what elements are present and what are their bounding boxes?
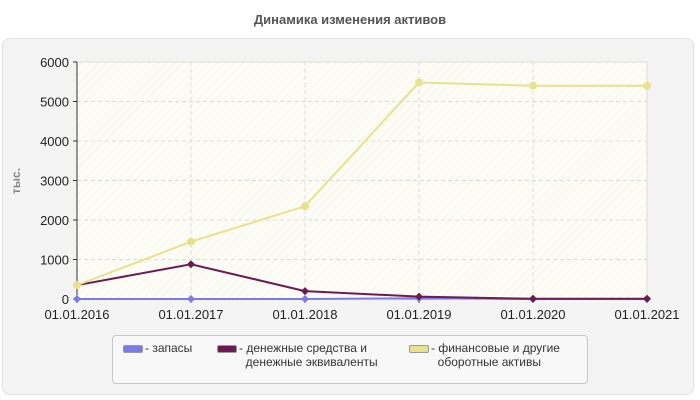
y-tick-label: 4000 [40,134,69,149]
legend-swatch [409,345,429,353]
data-point [301,202,309,211]
data-point [415,292,423,301]
x-tick-label: 01.01.2018 [272,307,337,322]
y-tick-label: 6000 [40,55,69,70]
series-line-1 [76,263,647,300]
data-point [187,237,195,246]
y-axis-label: тыс. [9,168,23,194]
legend-label-line1: - денежные средства и [239,341,367,355]
legend-swatch [123,345,143,353]
legend-label-line2: денежные эквиваленты [245,355,378,369]
y-tick-label: 2000 [40,213,69,228]
data-point [529,294,537,303]
x-tick-label: 01.01.2016 [44,307,109,322]
x-tick-label: 01.01.2020 [500,307,565,322]
x-tick-label: 01.01.2019 [386,307,451,322]
data-point [643,294,651,303]
data-point [187,260,195,269]
y-tick-label: 3000 [40,174,69,189]
legend: - запасы - денежные средства и денежные … [112,335,588,384]
y-tick-label: 5000 [40,95,69,110]
x-tick-label: 01.01.2021 [614,307,679,322]
legend-label: - запасы [145,341,193,355]
legend-label-line1: - финансовые и другие [431,341,560,355]
legend-label: - финансовые и другие оборотные активы [431,341,560,369]
data-point [301,287,309,296]
x-tick-label: 01.01.2017 [158,307,223,322]
legend-swatch [217,345,237,353]
data-point [301,295,309,303]
data-point [415,78,423,87]
series-line-2 [76,81,647,287]
data-point [73,295,81,303]
data-point [73,281,81,290]
chart-title: Динамика изменения активов [253,12,447,27]
y-tick-label: 0 [62,292,69,307]
data-point [187,295,195,303]
data-point [643,81,651,90]
data-point [529,81,537,90]
legend-label: - денежные средства и денежные эквивален… [239,341,378,369]
legend-label-line2: оборотные активы [437,355,541,369]
y-tick-label: 1000 [40,253,69,268]
